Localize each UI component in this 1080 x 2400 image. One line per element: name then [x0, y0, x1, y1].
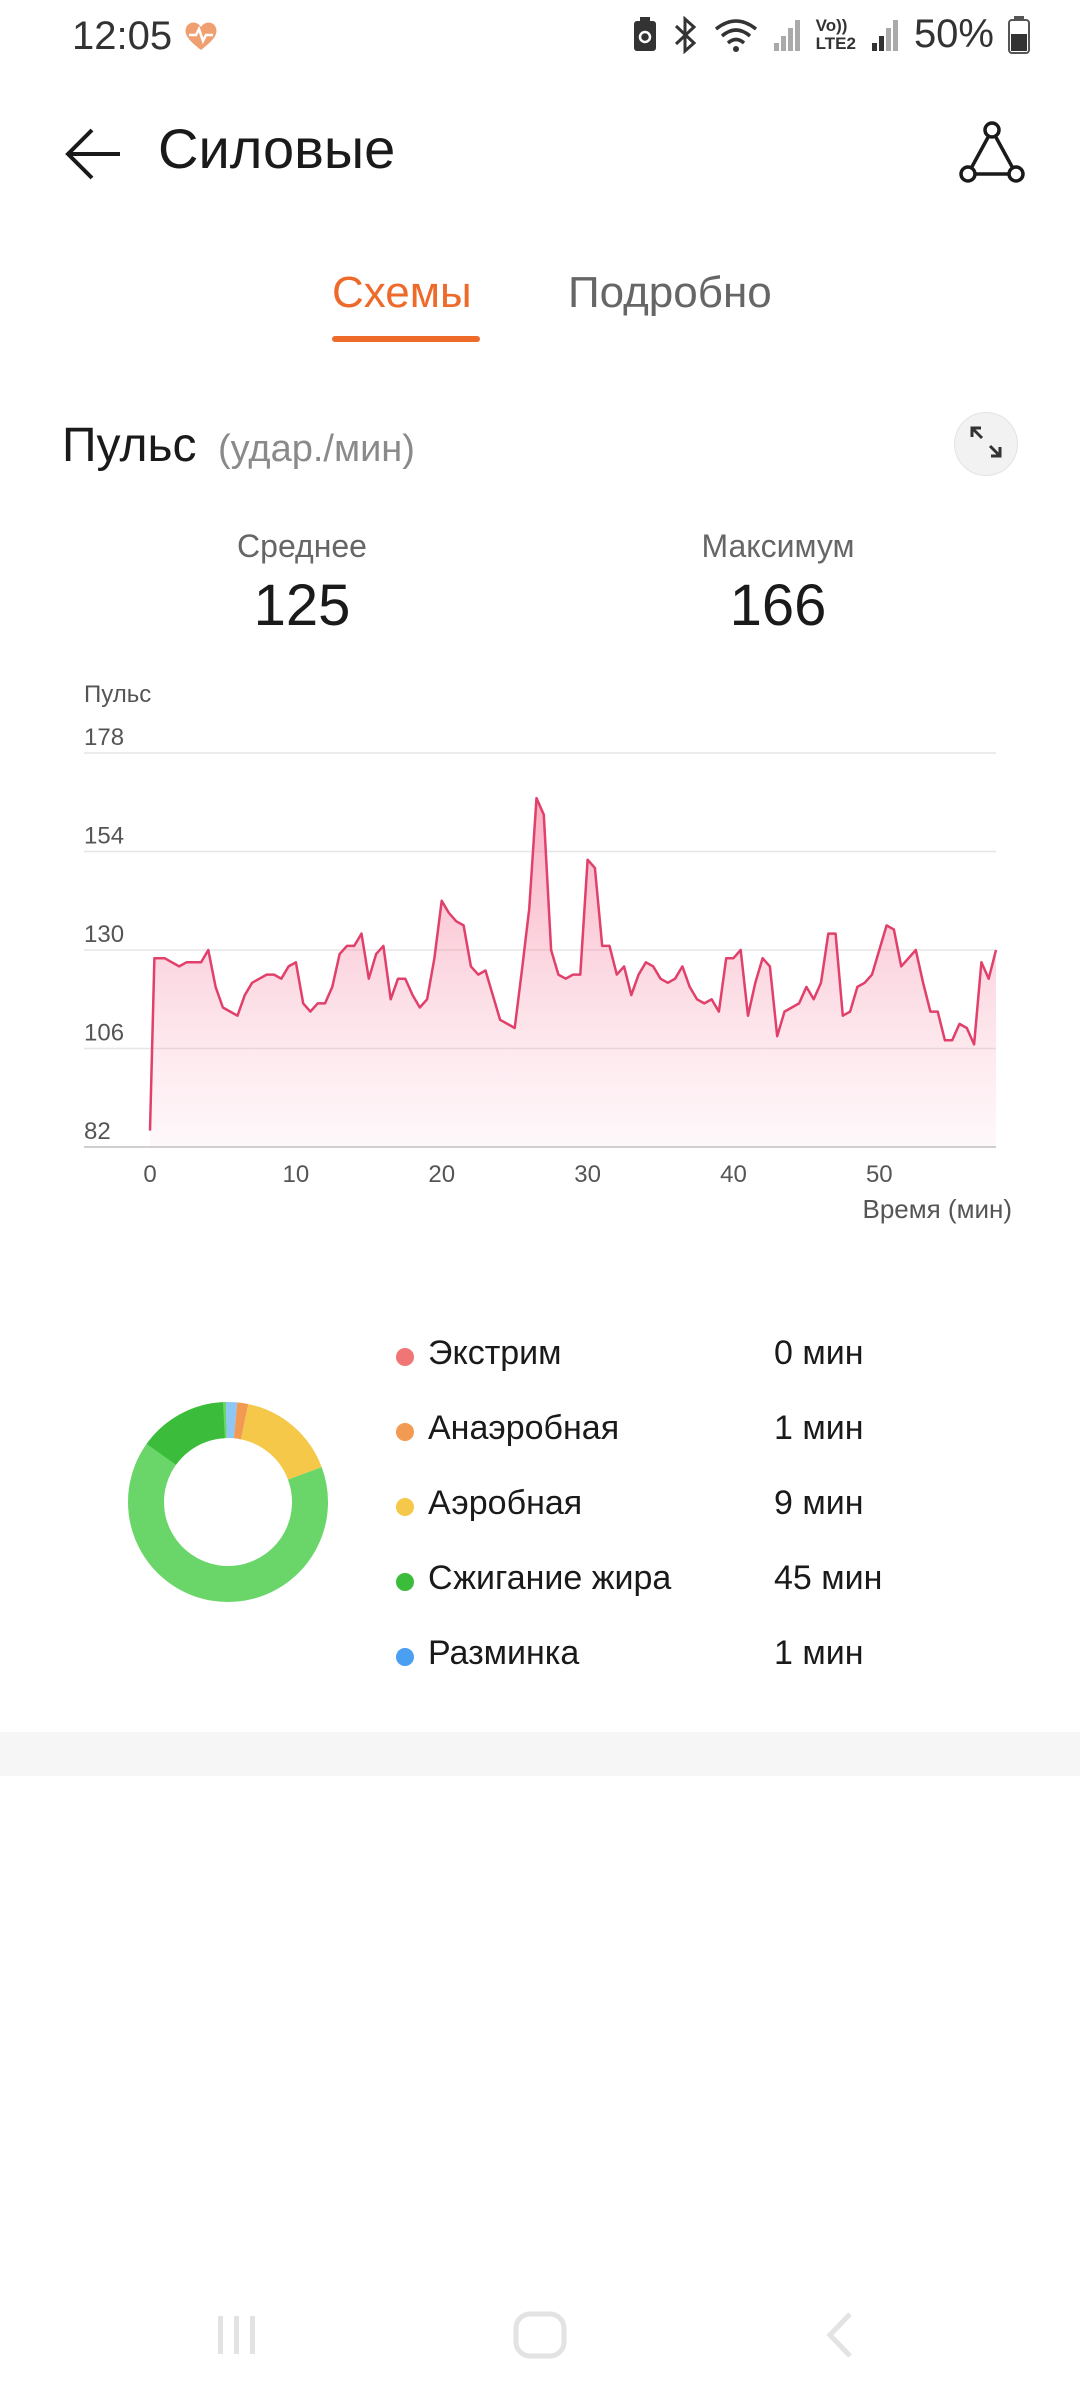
- share-icon: [954, 121, 1030, 196]
- x-tick-label: 30: [574, 1161, 601, 1188]
- x-tick-label: 40: [720, 1161, 747, 1188]
- zone-dot: [396, 1348, 414, 1366]
- zone-row-anaerobic: Анаэробная 1 мин: [392, 1401, 952, 1461]
- chart-x-label: Время (мин): [862, 1194, 1012, 1224]
- section-divider: [0, 1732, 1080, 1776]
- status-time: 12:05: [72, 14, 173, 58]
- max-label: Максимум: [701, 528, 855, 564]
- x-tick-label: 20: [428, 1161, 455, 1188]
- status-icons: Vo)) LTE2 50%: [632, 12, 1030, 57]
- expand-button[interactable]: [954, 412, 1018, 476]
- zone-row-warmup: Разминка 1 мин: [392, 1626, 952, 1686]
- zone-label: Разминка: [428, 1634, 580, 1672]
- zone-dot: [396, 1573, 414, 1591]
- zone-dot: [396, 1498, 414, 1516]
- max-value: 166: [729, 573, 827, 638]
- share-button[interactable]: [954, 116, 1030, 192]
- y-tick-label: 106: [84, 1020, 124, 1047]
- zone-dot: [396, 1423, 414, 1441]
- y-tick-label: 82: [84, 1118, 111, 1145]
- zone-value: 1 мин: [774, 1634, 864, 1672]
- back-nav-icon[interactable]: [820, 2310, 860, 2365]
- avg-label: Среднее: [237, 528, 367, 564]
- avg-value: 125: [253, 573, 351, 638]
- tab-details[interactable]: Подробно: [568, 268, 772, 317]
- y-tick-label: 130: [84, 921, 124, 948]
- zone-row-aerobic: Аэробная 9 мин: [392, 1476, 952, 1536]
- page-title: Силовые: [158, 117, 396, 180]
- heart-rate-area: [150, 798, 996, 1147]
- signal-icon: [772, 17, 802, 53]
- donut-segment: [233, 1402, 249, 1440]
- zone-label: Сжигание жира: [428, 1559, 672, 1597]
- zone-value: 9 мин: [774, 1484, 864, 1522]
- chart-y-label: Пульс: [84, 681, 151, 708]
- heart-rate-zones-donut: [128, 1402, 328, 1602]
- battery-saver-icon: [632, 16, 658, 53]
- x-tick-label: 0: [143, 1161, 156, 1188]
- recent-apps-icon[interactable]: [212, 2310, 262, 2365]
- heart-rate-chart: 178 154 130 106 82 0 10 20 30 40 50 Пульс Время (…: [84, 681, 1012, 1224]
- battery-percent: 50%: [913, 12, 994, 56]
- zone-label: Анаэробная: [428, 1409, 620, 1447]
- wifi-icon: [714, 17, 758, 53]
- expand-icon: [968, 424, 1004, 465]
- donut-segment-shade: [146, 1402, 226, 1466]
- zone-dot: [396, 1648, 414, 1666]
- tab-schemes[interactable]: Схемы: [332, 268, 472, 317]
- pulse-unit: (удар./мин): [218, 428, 415, 470]
- zone-label: Экстрим: [428, 1334, 562, 1372]
- x-tick-label: 50: [866, 1161, 893, 1188]
- bluetooth-icon: [672, 15, 700, 54]
- zone-row-extreme: Экстрим 0 мин: [392, 1326, 952, 1386]
- zone-value: 1 мин: [774, 1409, 864, 1447]
- y-tick-label: 154: [84, 823, 124, 850]
- back-button[interactable]: [60, 118, 132, 190]
- arrow-left-icon: [60, 128, 132, 194]
- heart-rate-line: [148, 796, 998, 1131]
- lte-label: Vo)) LTE2: [815, 15, 856, 53]
- battery-icon: [1008, 15, 1030, 54]
- home-icon[interactable]: [512, 2310, 568, 2365]
- zone-row-fat-burn: Сжигание жира 45 мин: [392, 1551, 952, 1611]
- tab-active-indicator: [332, 336, 480, 342]
- pulse-title: Пульс: [62, 419, 197, 472]
- zone-value: 45 мин: [774, 1559, 883, 1597]
- x-tick-label: 10: [283, 1161, 310, 1188]
- signal-icon-2: [870, 17, 900, 53]
- zone-label: Аэробная: [428, 1484, 583, 1522]
- donut-segment: [240, 1404, 322, 1481]
- heart-rate-icon: [184, 20, 218, 57]
- y-tick-label: 178: [84, 724, 124, 751]
- zone-value: 0 мин: [774, 1334, 864, 1372]
